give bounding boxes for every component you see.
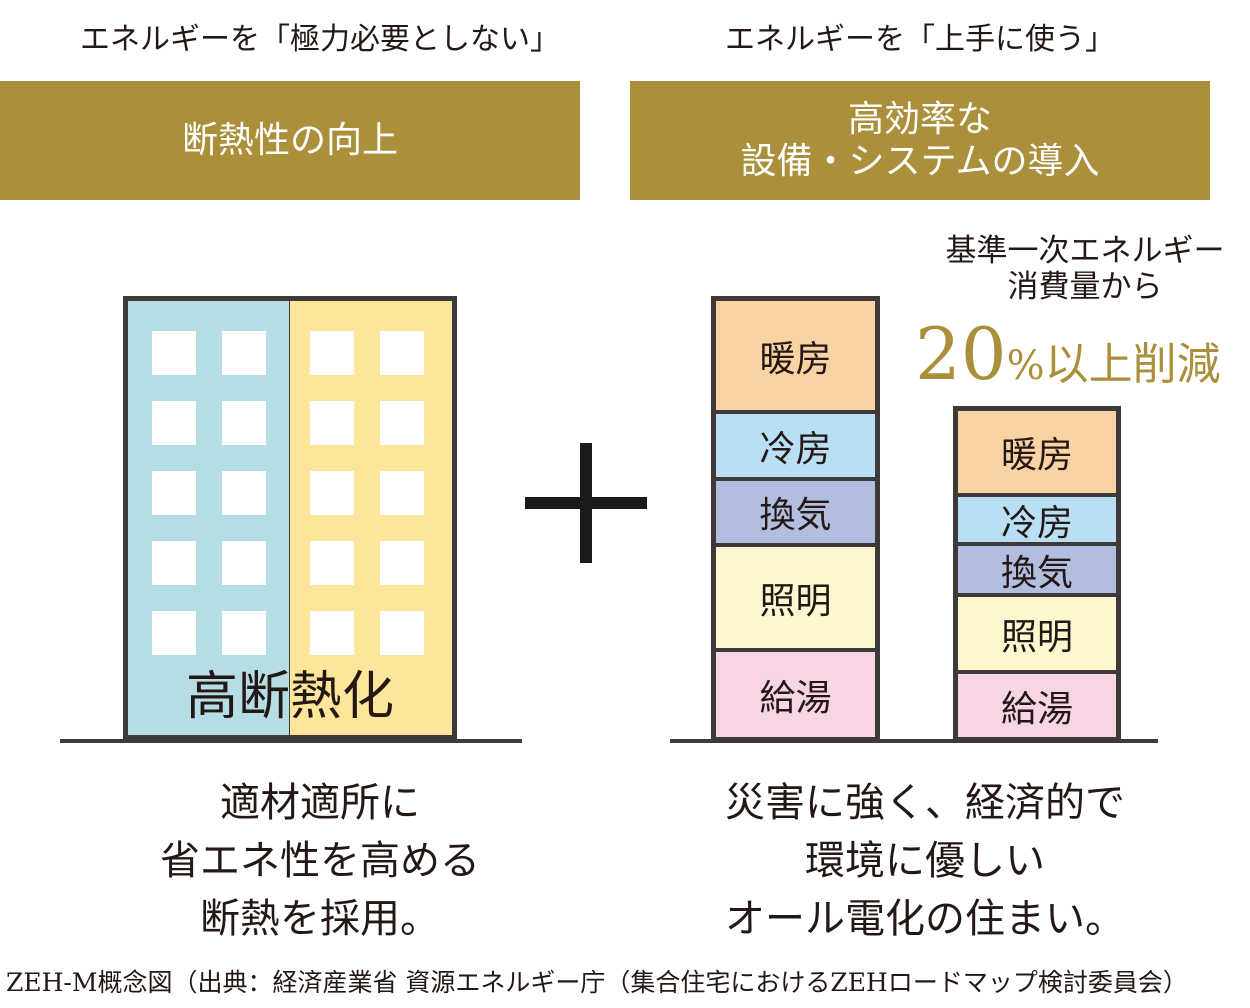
equipment-caption: 災害に強く、経済的で 環境に優しい オール電化の住まい。 (660, 774, 1190, 948)
equipment-band-line2: 設備・システムの導入 (740, 140, 1100, 182)
equipment-caption-line2: 環境に優しい (805, 838, 1045, 884)
window (310, 331, 354, 375)
window (222, 401, 266, 445)
window (380, 401, 424, 445)
building-illustration (123, 296, 457, 740)
window (152, 541, 196, 585)
segment-heating: 暖房 (716, 301, 875, 410)
source-footnote: ZEH-M概念図（出典：経済産業省 資源エネルギー庁（集合住宅におけるZEHロー… (6, 968, 1188, 997)
insulation-caption: 適材適所に 省エネ性を高める 断熱を採用。 (60, 774, 580, 948)
window (152, 611, 196, 655)
window (310, 611, 354, 655)
reduction-percent: 20 (915, 312, 1007, 396)
window (222, 331, 266, 375)
energy-bar-standard: 暖房 冷房 換気 照明 給湯 (711, 296, 880, 742)
segment-lighting: 照明 (958, 593, 1116, 670)
segment-ventilation: 換気 (958, 542, 1116, 594)
reduction-amount: 20%以上削減 (915, 312, 1245, 408)
reduction-line1: 基準一次エネルギー (945, 233, 1225, 269)
reduction-note: 基準一次エネルギー 消費量から (925, 233, 1245, 305)
reduction-line2: 消費量から (1007, 269, 1163, 305)
left-ground-line (60, 739, 522, 743)
right-ground-line (670, 739, 1158, 743)
segment-hot-water: 給湯 (716, 648, 875, 737)
window (152, 331, 196, 375)
window (380, 471, 424, 515)
window (152, 471, 196, 515)
building-blue-half (128, 301, 290, 735)
window (310, 471, 354, 515)
building-yellow-half (290, 301, 452, 735)
segment-ventilation: 換気 (716, 477, 875, 543)
segment-cooling: 冷房 (716, 410, 875, 477)
equipment-band: 高効率な 設備・システムの導入 (630, 81, 1210, 200)
segment-hot-water: 給湯 (958, 670, 1116, 737)
window (152, 401, 196, 445)
window (222, 611, 266, 655)
segment-heating: 暖房 (958, 411, 1116, 493)
plus-icon-vertical (580, 443, 592, 563)
reduction-suffix: 以上削減 (1044, 339, 1221, 390)
segment-lighting: 照明 (716, 543, 875, 648)
window (380, 541, 424, 585)
left-heading: エネルギーを「極力必要としない」 (80, 22, 560, 57)
equipment-caption-line3: オール電化の住まい。 (725, 896, 1125, 942)
insulation-caption-line1: 適材適所に (220, 780, 420, 826)
window (222, 541, 266, 585)
insulation-caption-line2: 省エネ性を高める (160, 838, 480, 884)
insulation-band-label: 断熱性の向上 (181, 119, 398, 161)
reduction-percent-sign: % (1006, 343, 1045, 389)
insulation-caption-line3: 断熱を採用。 (200, 896, 440, 942)
segment-cooling: 冷房 (958, 493, 1116, 544)
window (222, 471, 266, 515)
high-insulation-label: 高断熱化 (185, 667, 394, 727)
right-heading: エネルギーを「上手に使う」 (725, 22, 1115, 57)
insulation-band: 断熱性の向上 (0, 81, 580, 200)
window (310, 541, 354, 585)
equipment-caption-line1: 災害に強く、経済的で (725, 780, 1125, 826)
energy-bar-reduced: 暖房 冷房 換気 照明 給湯 (953, 406, 1121, 742)
window (380, 611, 424, 655)
window (380, 331, 424, 375)
equipment-band-line1: 高効率な (847, 98, 992, 140)
window (310, 401, 354, 445)
